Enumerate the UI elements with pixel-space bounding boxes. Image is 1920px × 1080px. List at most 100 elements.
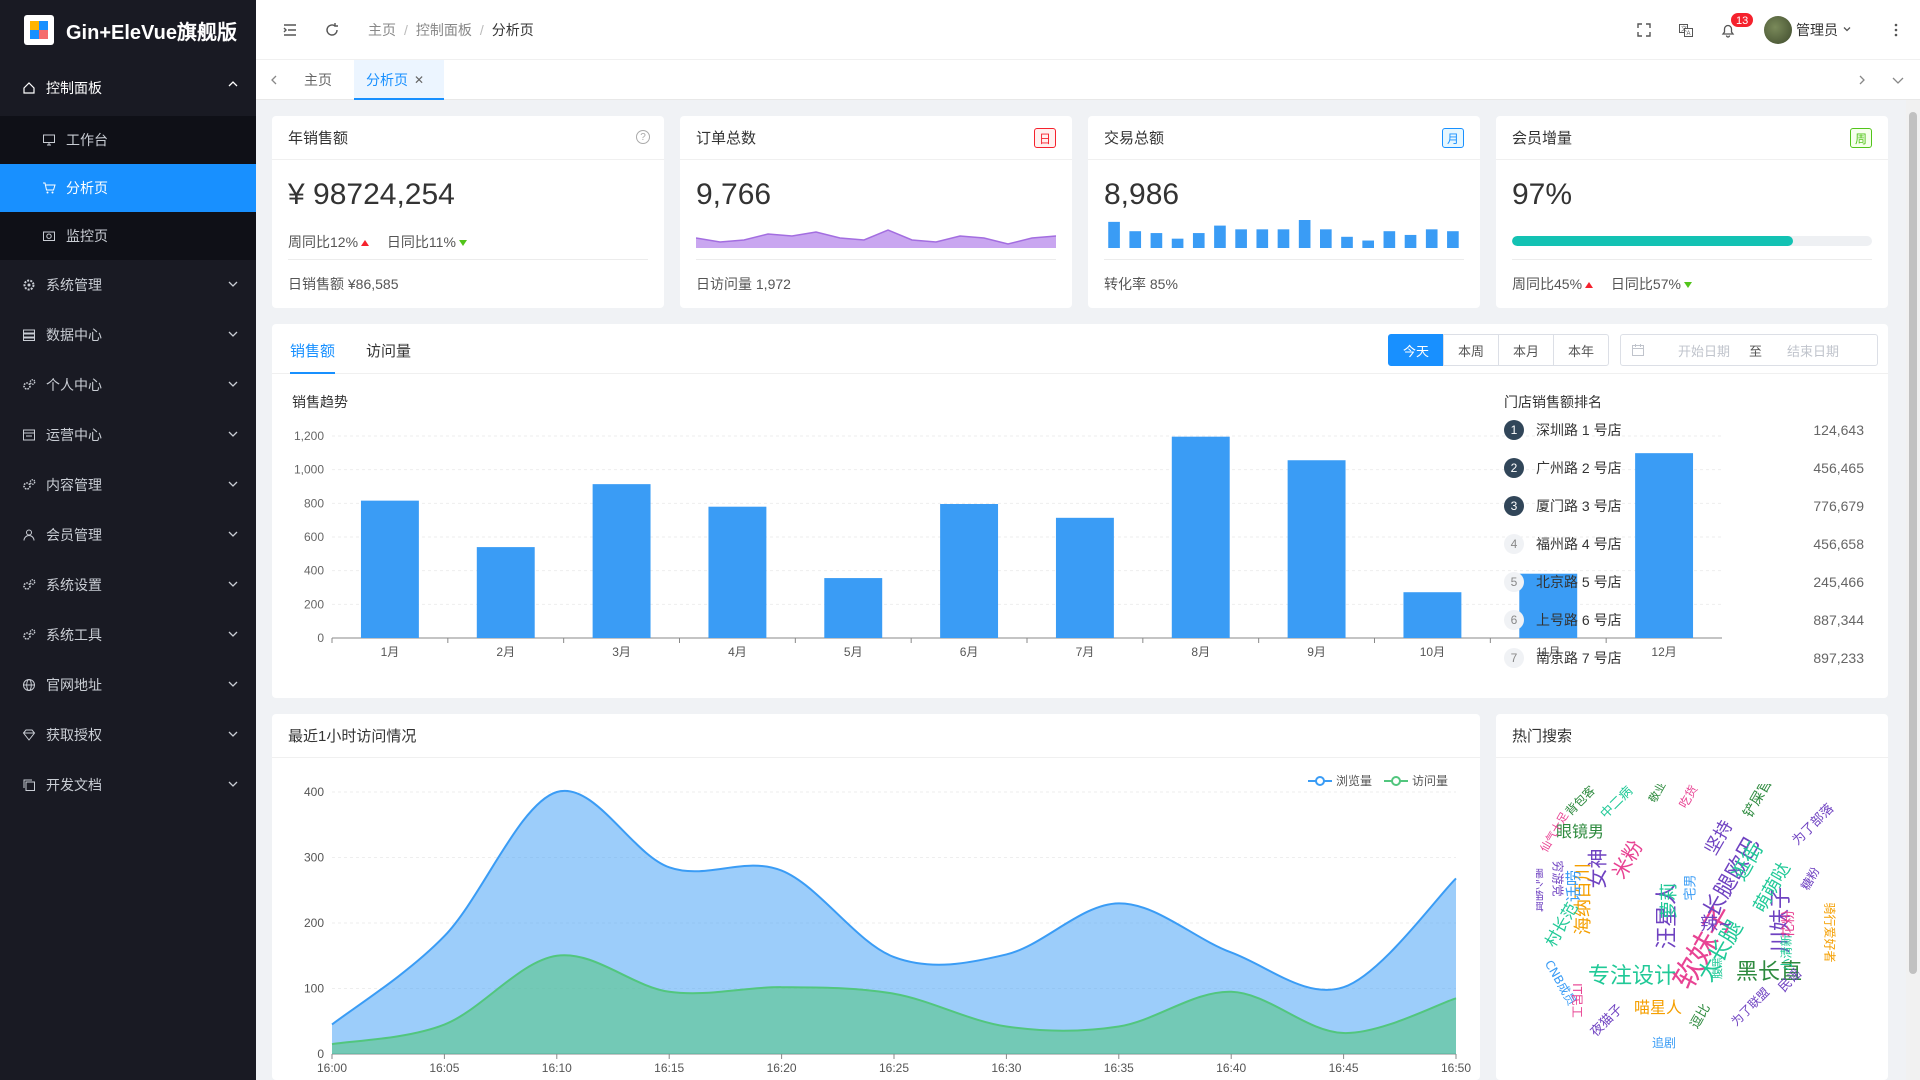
visits-area-chart: 0 100 200 300 400 16:00 16:05 16:10 16:15 16:20 16… xyxy=(304,785,1471,1075)
app-logo[interactable]: Gin+EleVue旗舰版 xyxy=(0,0,256,60)
x-tick-label: 12月 xyxy=(1651,645,1676,659)
trend-up-icon xyxy=(361,240,370,247)
chevron-down-icon xyxy=(226,327,240,341)
period-today-button[interactable]: 今天 xyxy=(1388,334,1444,366)
word-cloud-word[interactable]: 腹黑 xyxy=(1711,957,1724,979)
word-cloud-word[interactable]: 专注设计 xyxy=(1588,964,1677,989)
y-tick-label: 200 xyxy=(304,916,324,930)
x-tick-label: 4月 xyxy=(728,645,747,659)
word-cloud-word[interactable]: 吃货 xyxy=(1676,784,1701,811)
period-year-button[interactable]: 本年 xyxy=(1553,334,1609,366)
series-line[interactable] xyxy=(331,954,1457,1046)
sidebar-subitem-0[interactable]: 工作台 xyxy=(0,116,256,164)
y-tick-label: 800 xyxy=(304,496,324,510)
word-cloud-word[interactable]: 为了部落 xyxy=(1789,801,1838,849)
bar[interactable] xyxy=(1403,592,1462,638)
word-cloud-word[interactable]: 为了联盟 xyxy=(1728,984,1773,1029)
date-range-picker[interactable]: 开始日期 至 结束日期 xyxy=(1620,334,1878,366)
bar[interactable] xyxy=(1635,453,1694,638)
tabs-prev-icon[interactable] xyxy=(264,70,284,90)
x-tick-label: 16:45 xyxy=(1329,1061,1359,1075)
word-cloud-word[interactable]: 铲屎官 xyxy=(1740,784,1776,821)
word-cloud-word[interactable]: IT民工 xyxy=(1569,983,1584,1018)
bar[interactable] xyxy=(476,547,535,638)
sidebar-item-3[interactable]: 个人中心 xyxy=(0,360,256,410)
bar[interactable] xyxy=(592,484,651,638)
rank-number: 1 xyxy=(1504,420,1524,440)
word-cloud-word[interactable]: 糖粉 xyxy=(1798,864,1823,893)
collapse-menu-icon[interactable] xyxy=(280,20,300,40)
breadcrumb-home[interactable]: 主页 xyxy=(368,21,396,38)
word-cloud-word[interactable]: 追剧 xyxy=(1652,1036,1677,1050)
series-line[interactable] xyxy=(331,789,1457,1026)
ranking-row: 4 福州路 4 号店 456,658 xyxy=(1504,532,1864,556)
sidebar-item-4[interactable]: 运营中心 xyxy=(0,410,256,460)
tabs-next-icon[interactable] xyxy=(1852,70,1872,90)
tab-home[interactable]: 主页 xyxy=(286,60,350,100)
period-week-button[interactable]: 本周 xyxy=(1443,334,1499,366)
date-end-input[interactable]: 结束日期 xyxy=(1787,343,1840,359)
annual-sales-footer: 日销售额 ¥86,585 xyxy=(288,259,648,294)
sidebar-subitem-1[interactable]: 分析页 xyxy=(0,164,256,212)
avatar xyxy=(1764,16,1792,44)
scrollbar[interactable] xyxy=(1906,100,1920,1080)
bar[interactable] xyxy=(1287,460,1346,638)
sidebar-item-0[interactable]: 控制面板 xyxy=(0,60,256,116)
more-vertical-icon[interactable] xyxy=(1886,20,1906,40)
bar[interactable] xyxy=(708,506,767,638)
fullscreen-icon[interactable] xyxy=(1634,20,1654,40)
sidebar-item-6[interactable]: 会员管理 xyxy=(0,510,256,560)
tab-analysis[interactable]: 分析页 ✕ xyxy=(354,60,444,100)
word-cloud-word[interactable]: 逗比 xyxy=(1687,1001,1714,1032)
word-cloud-word[interactable]: 黑长直 xyxy=(1736,960,1803,985)
tab-sales[interactable]: 销售额 xyxy=(290,340,336,374)
sidebar-item-10[interactable]: 获取授权 xyxy=(0,710,256,760)
bar[interactable] xyxy=(1055,517,1114,638)
word-cloud-word[interactable]: 夜猫子 xyxy=(1587,1001,1627,1041)
word-cloud-word[interactable]: 中二病 xyxy=(1597,784,1637,823)
tab-visits[interactable]: 访问量 xyxy=(366,343,412,360)
question-icon[interactable]: ? xyxy=(636,130,650,144)
chevron-down-icon xyxy=(226,477,240,491)
word-cloud-word[interactable]: 暖心细腻 xyxy=(1536,868,1544,912)
word-cloud-word[interactable]: 小清新 xyxy=(1779,934,1794,971)
word-cloud-word[interactable]: 穷游党 xyxy=(1550,860,1565,897)
word-cloud-word[interactable]: 眼镜男 xyxy=(1556,822,1605,841)
word-cloud-word[interactable]: 喵星人 xyxy=(1634,998,1683,1017)
bar[interactable] xyxy=(824,578,883,638)
period-month-button[interactable]: 本月 xyxy=(1498,334,1554,366)
bar[interactable] xyxy=(1519,573,1578,638)
sidebar-item-5[interactable]: 内容管理 xyxy=(0,460,256,510)
user-menu[interactable]: 管理员 xyxy=(1764,16,1852,44)
camera-icon xyxy=(42,229,56,243)
word-cloud-word[interactable]: 宅男 xyxy=(1683,874,1699,901)
sidebar-subitem-2[interactable]: 监控页 xyxy=(0,212,256,260)
bar[interactable] xyxy=(1171,436,1230,638)
date-start-input[interactable]: 开始日期 xyxy=(1677,343,1730,359)
sidebar-item-9[interactable]: 官网地址 xyxy=(0,660,256,710)
sidebar-item-label: 官网地址 xyxy=(46,677,102,693)
word-cloud-word[interactable]: 骑行爱好者 xyxy=(1822,902,1837,963)
trend-down-icon xyxy=(1683,282,1692,289)
x-tick-label: 16:15 xyxy=(654,1061,684,1075)
sidebar-item-2[interactable]: 数据中心 xyxy=(0,310,256,360)
sidebar-item-1[interactable]: 系统管理 xyxy=(0,260,256,310)
word-cloud-word[interactable]: 辣~ xyxy=(1700,914,1734,935)
sidebar-item-label: 系统工具 xyxy=(46,627,102,643)
scrollbar-thumb[interactable] xyxy=(1909,112,1917,974)
bell-icon[interactable] xyxy=(1718,20,1738,40)
refresh-icon[interactable] xyxy=(322,20,342,40)
daily-compare: 日同比11% xyxy=(386,234,456,250)
bar[interactable] xyxy=(940,504,999,638)
word-cloud-word[interactable]: 敬业 xyxy=(1646,784,1669,806)
sidebar-item-7[interactable]: 系统设置 xyxy=(0,560,256,610)
word-cloud-word[interactable]: 萝莉 xyxy=(1659,883,1680,919)
tabs-dropdown-icon[interactable] xyxy=(1888,70,1908,90)
breadcrumb-dashboard[interactable]: 控制面板 xyxy=(415,21,472,38)
sidebar-item-11[interactable]: 开发文档 xyxy=(0,760,256,810)
close-icon[interactable]: ✕ xyxy=(414,73,425,87)
sidebar-item-label: 系统设置 xyxy=(46,577,102,593)
sidebar-item-8[interactable]: 系统工具 xyxy=(0,610,256,660)
bar[interactable] xyxy=(360,500,419,638)
